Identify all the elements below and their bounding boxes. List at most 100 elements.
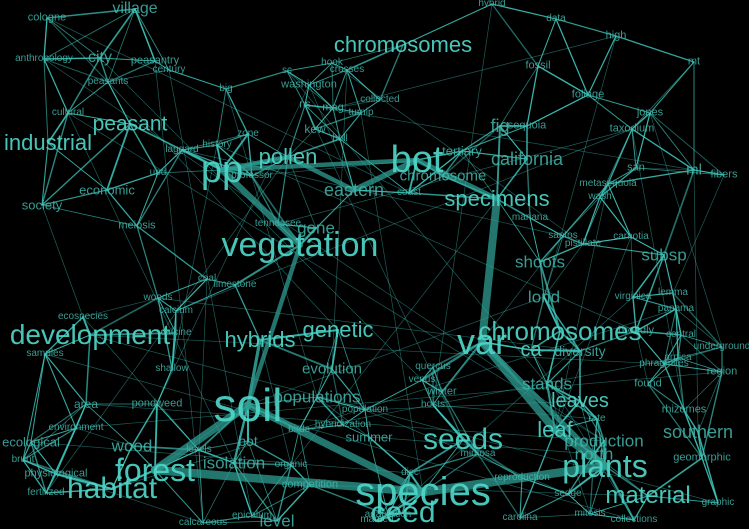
network-edge-487 [342,424,370,438]
network-edge-562 [276,484,311,522]
network-edge-691 [150,400,253,475]
network-edge-455 [85,403,605,442]
network-edge-367 [44,353,77,429]
network-edge-677 [157,297,177,334]
network-edge-250 [106,189,138,227]
network-edge-479 [290,429,300,466]
network-edge-653 [342,409,366,426]
network-edge-108 [304,84,310,106]
network-edge-119 [496,125,501,200]
network-edge-236 [41,112,69,206]
network-edge-262 [315,189,355,229]
network-edge-363 [649,112,723,348]
network-edge-453 [30,403,87,443]
network-edge-619 [387,512,404,516]
network-edge-183 [129,123,159,174]
network-edge-155 [416,150,463,161]
network-edge-656 [331,368,366,411]
network-edge-80 [555,18,589,96]
network-edge-375 [157,297,177,312]
network-edge-253 [136,225,208,280]
network-edge-226 [693,169,725,176]
network-edge-15 [555,18,617,37]
network-edge-578 [589,495,649,515]
network-edge-1 [46,17,101,59]
network-edge-330 [316,329,339,398]
network-edge-38 [43,57,101,60]
network-edge-220 [554,183,609,431]
network-edge-373 [82,316,200,451]
network-edge-614 [67,112,235,464]
network-edge-441 [579,400,605,442]
network-edge-452 [44,353,87,405]
network-edge-371 [44,316,84,355]
network-edge-405 [663,334,682,365]
network-edge-294 [635,254,665,332]
network-edge-124 [461,125,528,152]
network-edge-686 [219,154,291,173]
network-edge-484 [316,396,344,426]
network-edge-505 [131,445,156,471]
network-edge-273 [562,235,584,245]
network-edge-114 [314,107,334,130]
network-edge-336 [85,334,91,405]
network-edge-669 [647,383,703,459]
network-edge-127 [587,94,651,114]
network-edge-546 [604,465,649,497]
network-edge-564 [233,462,278,522]
network-edge-147 [304,104,341,140]
network-edge-238 [41,204,84,318]
network-edge-687 [285,154,357,193]
network-edge-63 [286,62,333,72]
network-edge-429 [316,368,333,398]
network-edge-460 [156,368,173,405]
network-edge-166 [220,132,250,172]
network-edge-3 [46,8,136,19]
network-edge-318 [632,254,665,298]
network-edge-212 [106,123,131,191]
network-edge-286 [529,217,541,263]
network-edge-641 [432,404,479,455]
network-edge-170 [287,128,316,158]
network-edge-525 [422,453,479,493]
network-edge-81 [107,81,131,125]
network-edge-369 [22,353,46,461]
network-edge-288 [539,261,561,332]
network-edge-307 [234,284,261,341]
network-edge-206 [631,128,695,171]
network-edge-362 [672,292,723,348]
network-edge-6 [134,8,170,71]
network-edge-257 [233,243,302,287]
network-edge-439 [546,383,581,402]
network-edge-123 [526,94,589,127]
network-edge-248 [496,198,531,219]
network-edge-394 [364,379,423,411]
network-edge-333 [107,81,339,331]
network-edge-34 [43,8,136,60]
network-edge-245 [408,192,498,200]
network-edge-243 [408,150,463,194]
network-edge-156 [461,150,498,200]
network-edge-217 [607,128,633,185]
network-edge-305 [198,278,208,451]
network-edge-57 [331,62,348,71]
network-edge-154 [461,125,501,152]
network-edge-569 [603,464,636,522]
network-edge-622 [368,436,389,516]
network-edge-237 [41,204,138,227]
network-edge-130 [587,94,633,130]
network-edge-13 [491,3,557,20]
network-edge-415 [677,357,723,373]
network-edge-177 [129,123,183,151]
network-edge-553 [567,453,595,495]
network-edge-425 [232,403,250,465]
network-edge-321 [663,254,674,294]
network-edge-433 [316,396,370,438]
network-edge-690 [551,426,609,470]
network-edge-437 [432,366,443,393]
network-edge-282 [630,236,634,298]
network-edge-364 [44,334,91,355]
network-edge-558 [519,513,591,519]
